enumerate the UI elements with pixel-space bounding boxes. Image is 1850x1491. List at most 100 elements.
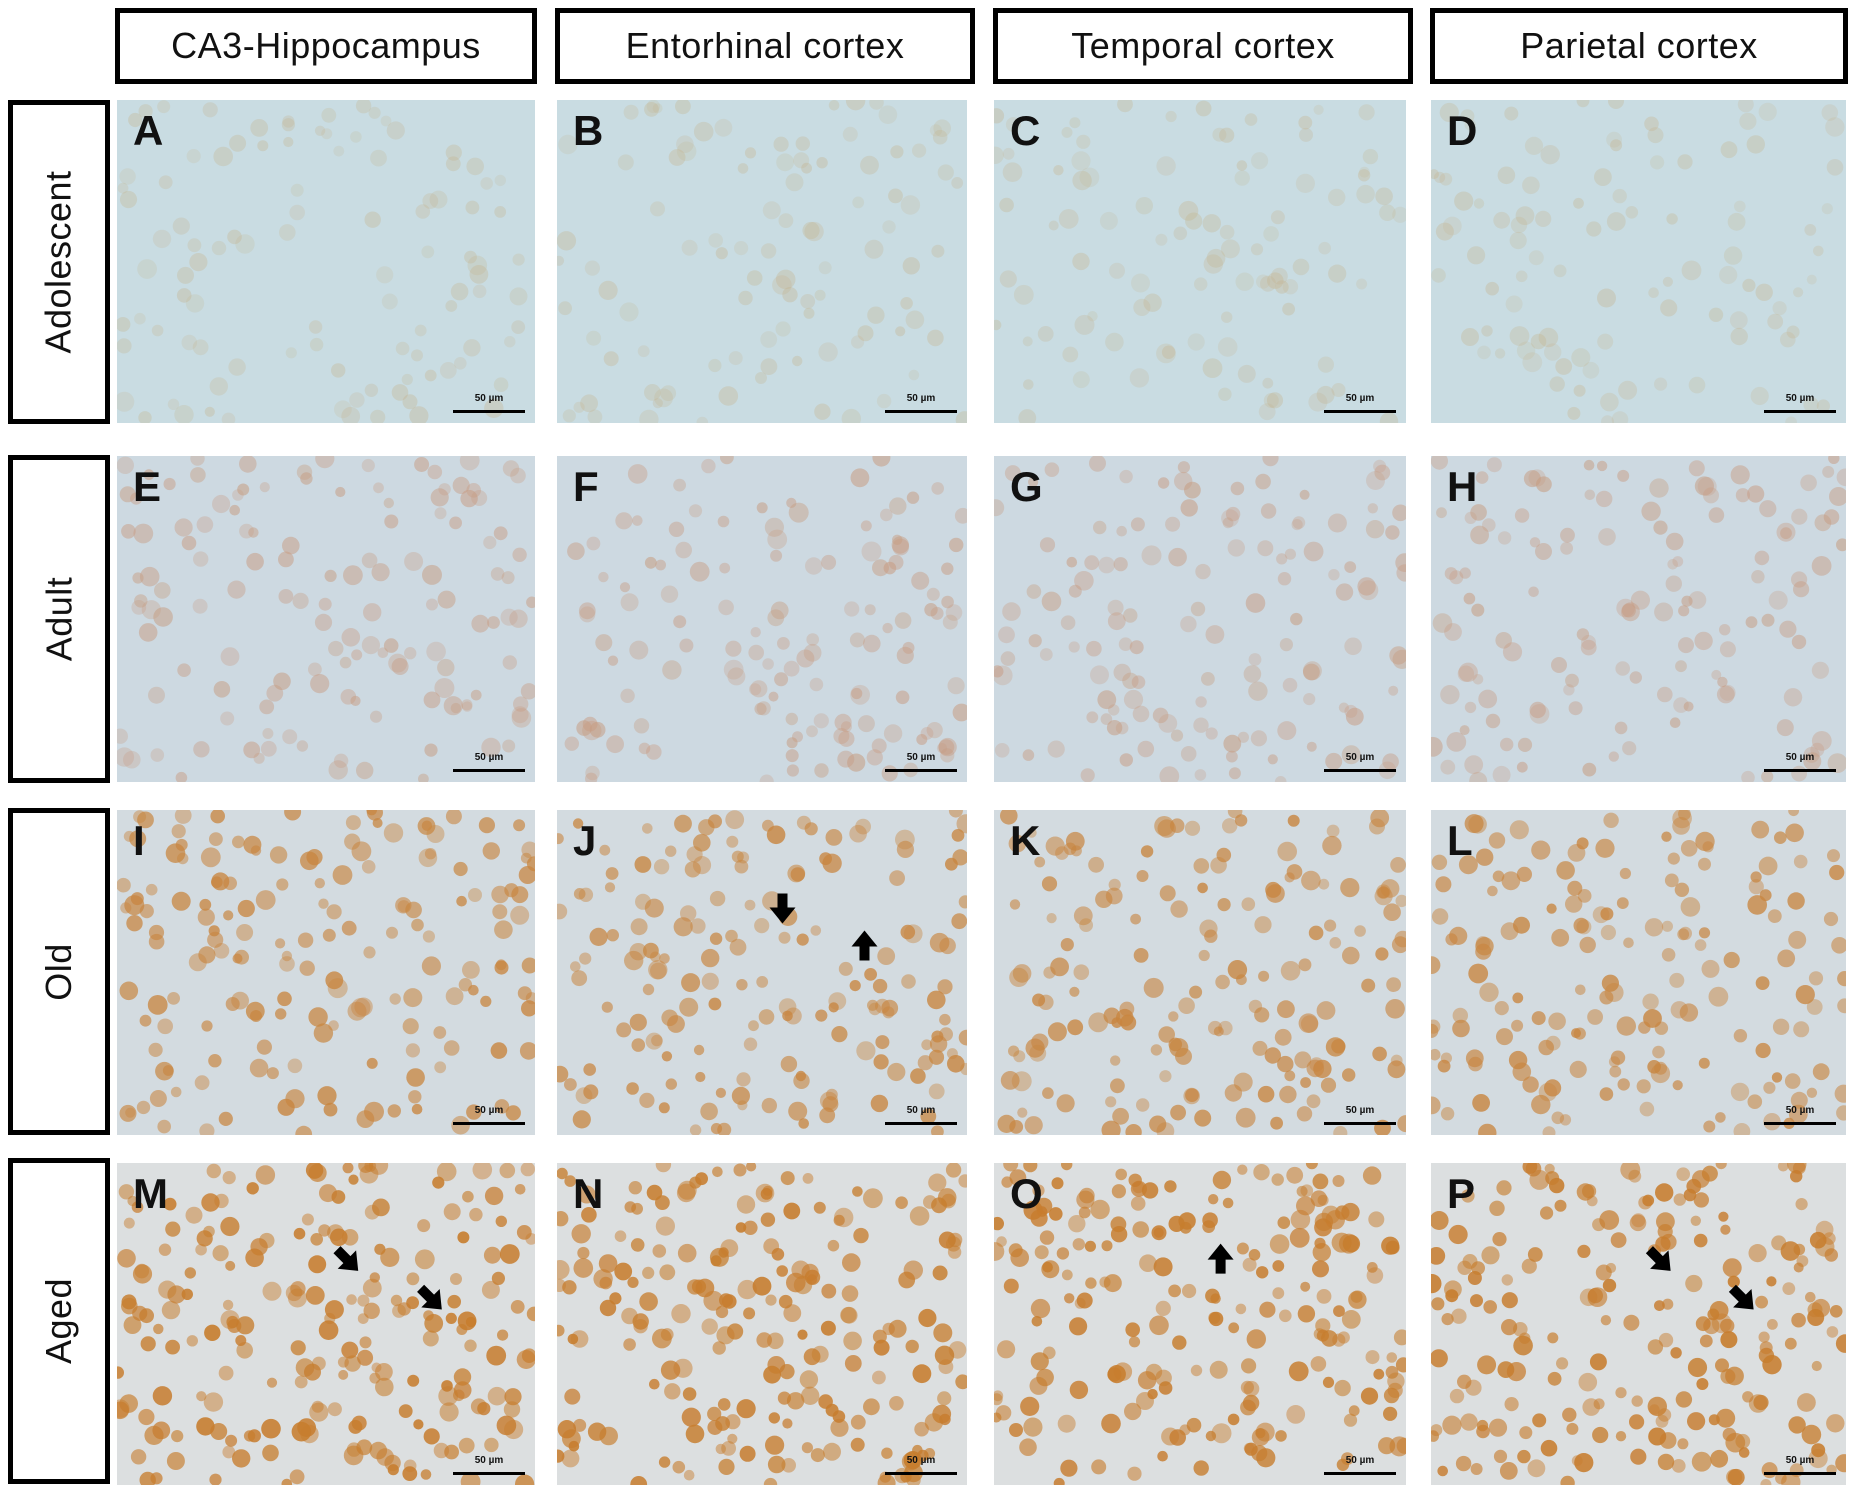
nucleus <box>1759 889 1772 902</box>
nucleus <box>1194 1109 1212 1127</box>
row-label: Adult <box>38 576 79 662</box>
nucleus <box>317 1086 337 1106</box>
nucleus <box>1076 1190 1095 1209</box>
nucleus <box>1580 639 1597 656</box>
nucleus <box>1155 233 1168 246</box>
nucleus <box>1504 106 1519 121</box>
nucleus <box>346 1442 362 1457</box>
nucleus <box>1009 899 1021 910</box>
nucleus <box>629 640 649 660</box>
nucleus <box>404 647 417 660</box>
nucleus <box>1824 1248 1838 1262</box>
nucleus <box>1344 561 1357 573</box>
nucleus <box>717 1398 731 1411</box>
nucleus <box>194 1075 210 1091</box>
nucleus <box>349 392 365 408</box>
nucleus <box>1836 538 1846 552</box>
nucleus <box>1695 831 1715 852</box>
nucleus <box>1753 1394 1769 1411</box>
nucleus <box>867 306 885 324</box>
nucleus <box>760 358 778 375</box>
nucleus <box>1310 1356 1327 1372</box>
nucleus <box>620 593 639 612</box>
nucleus <box>1610 1050 1626 1065</box>
nucleus <box>863 634 881 653</box>
nucleus <box>786 497 797 508</box>
nucleus <box>872 559 889 577</box>
nucleus <box>1222 1197 1234 1209</box>
nucleus <box>605 867 619 880</box>
nucleus <box>1479 982 1499 1002</box>
nucleus <box>570 1330 589 1348</box>
nucleus <box>860 155 879 175</box>
nucleus <box>1488 832 1506 849</box>
nucleus <box>363 603 382 622</box>
nucleus <box>1137 740 1155 758</box>
nucleus <box>849 980 861 992</box>
nucleus <box>599 844 611 856</box>
nucleus <box>1836 468 1846 487</box>
nucleus <box>924 1413 944 1432</box>
stained-tissue <box>117 810 535 1135</box>
nucleus <box>269 846 288 864</box>
nucleus <box>1277 1055 1294 1073</box>
nucleus <box>1577 1244 1591 1258</box>
nucleus <box>220 711 235 726</box>
nucleus <box>1084 1240 1096 1252</box>
nucleus <box>1284 1070 1296 1082</box>
nucleus <box>864 604 876 616</box>
scale-bar: 50 µm <box>453 1455 525 1477</box>
nucleus <box>803 307 815 319</box>
nucleus <box>1683 701 1694 712</box>
nucleus <box>1178 200 1199 221</box>
nucleus <box>1110 1055 1121 1066</box>
nucleus <box>674 814 692 833</box>
scale-bar: 50 µm <box>885 393 957 415</box>
nucleus <box>756 502 768 514</box>
nucleus <box>1786 325 1800 339</box>
nucleus <box>1002 147 1015 160</box>
nucleus <box>693 1044 705 1056</box>
nucleus <box>266 1377 278 1388</box>
nucleus <box>1762 1355 1782 1375</box>
nucleus <box>1804 224 1817 236</box>
nucleus <box>951 913 967 930</box>
nucleus <box>358 1163 374 1173</box>
nucleus <box>882 1322 895 1336</box>
nucleus <box>838 961 853 976</box>
nucleus <box>952 849 967 866</box>
nucleus <box>1826 1414 1845 1433</box>
nucleus <box>1041 591 1062 612</box>
nucleus <box>1367 503 1378 514</box>
nucleus <box>1574 1453 1594 1473</box>
nucleus <box>646 100 661 114</box>
nucleus <box>736 979 748 991</box>
stained-tissue <box>557 810 967 1135</box>
nucleus <box>1454 191 1474 211</box>
nucleus <box>1449 570 1464 585</box>
nucleus <box>1527 1459 1546 1478</box>
nucleus <box>873 1054 889 1070</box>
micrograph-panel-j: J 50 µm <box>557 810 967 1135</box>
nucleus <box>1270 210 1285 225</box>
nucleus <box>955 411 967 423</box>
nucleus <box>1335 583 1354 601</box>
nucleus <box>1318 241 1331 255</box>
nucleus <box>795 136 810 151</box>
nucleus <box>869 100 884 110</box>
nucleus <box>708 997 722 1011</box>
nucleus <box>652 103 663 114</box>
nucleus <box>994 665 1013 686</box>
nucleus <box>503 1401 521 1418</box>
nucleus <box>175 771 188 782</box>
nucleus <box>411 349 423 362</box>
nucleus <box>512 547 527 562</box>
nucleus <box>1023 379 1034 390</box>
nucleus <box>117 338 132 354</box>
nucleus <box>756 976 769 988</box>
nucleus <box>231 991 249 1010</box>
nucleus <box>481 737 501 758</box>
nucleus <box>1009 1169 1027 1186</box>
nucleus <box>1620 1163 1641 1180</box>
nucleus <box>1202 1220 1216 1233</box>
